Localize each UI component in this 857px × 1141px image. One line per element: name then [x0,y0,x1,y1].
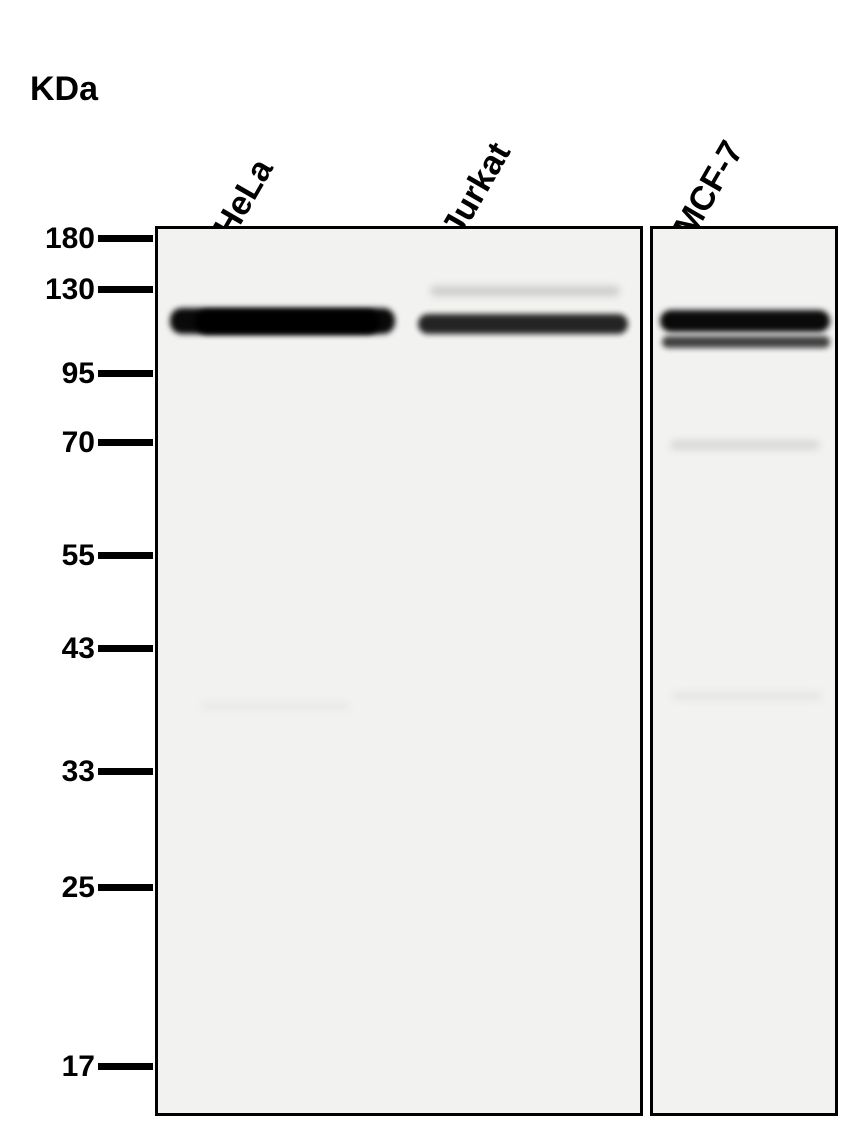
marker-label: 70 [62,426,95,460]
marker-tick [98,768,153,775]
marker-label: 25 [62,871,95,905]
blot-band [200,702,350,710]
marker-tick [98,370,153,377]
western-blot-figure: KDa HeLaJurkatMCF-7 18013095705543332517 [0,0,857,1141]
marker-label: 43 [62,632,95,666]
marker-label: 55 [62,539,95,573]
blot-band [418,314,628,334]
marker-label: 130 [45,273,95,307]
marker-tick [98,645,153,652]
marker-tick [98,286,153,293]
marker-label: 95 [62,357,95,391]
marker-label: 33 [62,755,95,789]
marker-tick [98,1063,153,1070]
blot-band [430,286,620,296]
marker-tick [98,439,153,446]
marker-tick [98,884,153,891]
marker-label: 180 [45,222,95,256]
yaxis-title: KDa [30,70,98,109]
marker-label: 17 [62,1050,95,1084]
blot-band [660,310,830,332]
blot-band [672,692,822,700]
blot-band [195,310,380,334]
blot-panel-left [155,226,643,1116]
blot-band [662,336,830,348]
marker-tick [98,235,153,242]
marker-tick [98,552,153,559]
blot-band [670,440,820,450]
blot-panel-right [650,226,838,1116]
